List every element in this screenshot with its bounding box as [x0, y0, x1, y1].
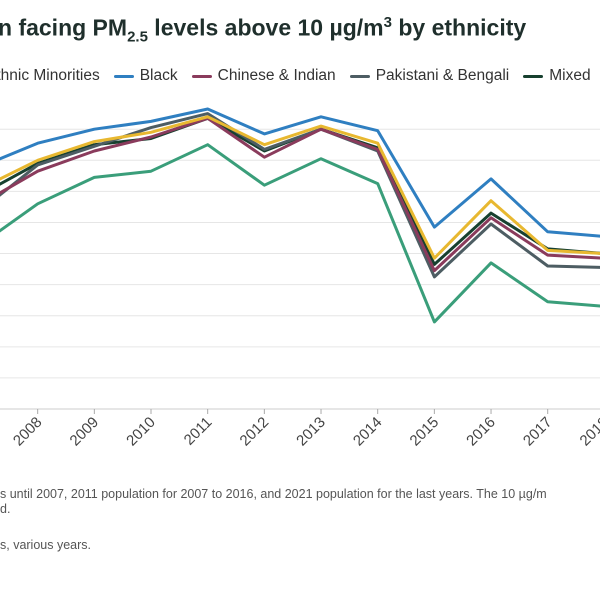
- line-chart: 2008 2009 2010 2011 2012 2013 2014 2015 2016 2017…: [0, 107, 600, 450]
- x-tick-label: 2016: [463, 414, 499, 450]
- legend-item: Ethnic Minorities: [0, 67, 100, 85]
- x-tick-label: 2017: [520, 414, 556, 450]
- series-line-white: [0, 143, 600, 324]
- legend-swatch: [523, 74, 544, 78]
- legend-item: Mixed: [523, 67, 591, 85]
- note-line-1: s until 2007, 2011 population for 2007 t…: [0, 487, 547, 501]
- legend-label: Chinese & Indian: [217, 67, 336, 84]
- x-tick-label: 2015: [407, 414, 443, 450]
- legend-label: Mixed: [549, 67, 591, 84]
- x-tick-label: 2018: [577, 414, 600, 450]
- title-suffix: by ethnicity: [391, 14, 527, 41]
- x-tick-label: 2009: [67, 414, 103, 450]
- legend-label: Black: [139, 67, 178, 84]
- x-tick-label: 2008: [10, 414, 46, 450]
- legend-item: Chinese & Indian: [191, 67, 336, 85]
- legend-item: Black: [113, 67, 178, 85]
- title-subscript: 2.5: [127, 28, 148, 46]
- series-line-ethnic-minorities: [0, 115, 600, 260]
- note-line-2: d.: [0, 502, 11, 516]
- legend-swatch: [349, 74, 370, 78]
- title-prefix: n facing PM: [0, 14, 128, 41]
- x-tick-label: 2014: [350, 414, 386, 450]
- series-line-chinese-indian: [0, 116, 600, 273]
- title-superscript: 3: [383, 14, 392, 31]
- x-tick-label: 2013: [293, 414, 329, 450]
- chart-notes: s until 2007, 2011 population for 2007 t…: [0, 487, 600, 517]
- x-tick-label: 2010: [123, 414, 159, 450]
- x-tick-label: 2012: [237, 414, 273, 450]
- x-tick-label: 2011: [181, 414, 216, 449]
- legend-swatch: [113, 74, 134, 78]
- chart-source: s, various years.: [0, 538, 92, 552]
- legend-swatch: [191, 74, 212, 78]
- legend-item: Pakistani & Bengali: [349, 67, 510, 85]
- chart-legend: Ethnic Minorities Black Chinese & Indian Pa…: [0, 66, 600, 86]
- series-line-black: [0, 107, 600, 238]
- title-middle: levels above 10 µg/m: [147, 14, 384, 41]
- chart-title: n facing PM2.5 levels above 10 µg/m3 by …: [0, 14, 526, 45]
- legend-label: Pakistani & Bengali: [375, 67, 510, 84]
- legend-label: Ethnic Minorities: [0, 67, 100, 84]
